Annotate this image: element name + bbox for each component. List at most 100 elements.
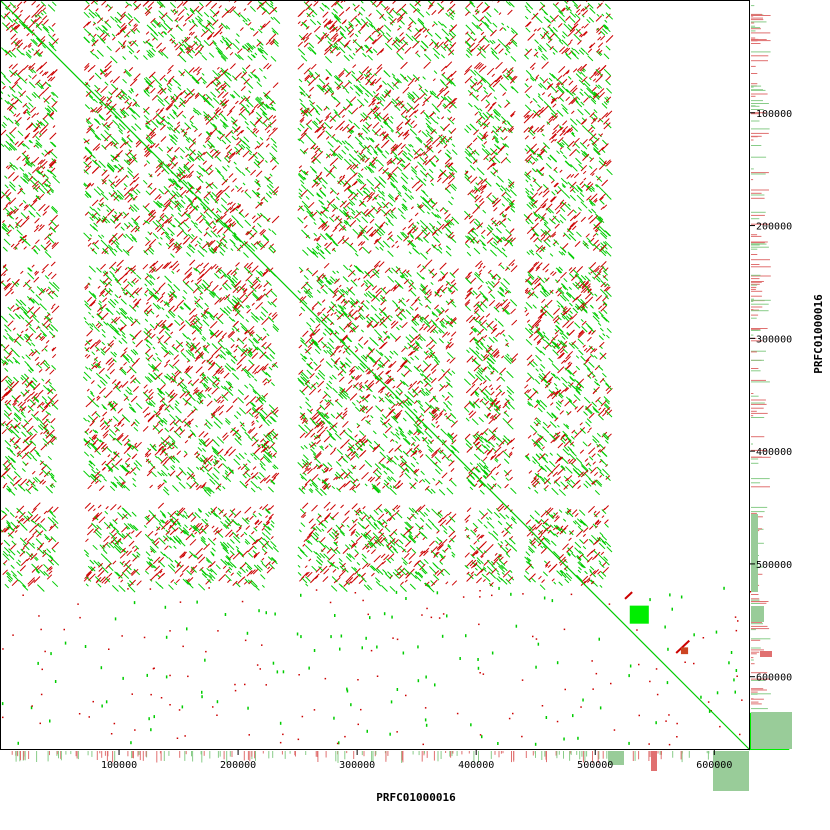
reverse-match: [41, 128, 48, 135]
forward-match: [435, 121, 439, 125]
reverse-match: [252, 128, 258, 134]
reverse-match: [13, 475, 17, 480]
reverse-match: [177, 8, 185, 17]
forward-match: [7, 455, 16, 463]
reverse-match: [218, 24, 223, 28]
reverse-match: [195, 66, 200, 71]
forward-match: [88, 8, 94, 15]
forward-match: [25, 26, 33, 34]
forward-match: [441, 28, 450, 37]
forward-match: [142, 205, 150, 213]
forward-match: [51, 141, 57, 147]
reverse-match: [117, 233, 124, 239]
reverse-match: [265, 288, 273, 296]
forward-match: [112, 194, 120, 202]
reverse-match: [123, 278, 128, 283]
forward-match: [316, 104, 323, 111]
forward-match: [338, 46, 346, 54]
reverse-match: [415, 50, 419, 54]
forward-match: [231, 135, 237, 141]
reverse-match: [246, 570, 253, 577]
forward-match: [121, 533, 126, 538]
forward-match: [173, 104, 177, 108]
forward-match: [111, 214, 119, 222]
forward-match: [251, 189, 258, 196]
forward-match: [191, 354, 196, 360]
forward-match: [33, 249, 39, 255]
reverse-match: [259, 351, 267, 359]
forward-match: [174, 183, 179, 188]
forward-match: [325, 26, 330, 30]
reverse-match: [23, 162, 27, 167]
forward-match: [168, 134, 174, 140]
forward-match: [243, 252, 249, 258]
forward-match: [1, 361, 5, 365]
forward-match: [220, 543, 229, 552]
forward-match: [220, 100, 226, 106]
reverse-match: [20, 558, 28, 566]
forward-match: [161, 117, 170, 125]
reverse-match: [17, 517, 24, 524]
reverse-match: [198, 431, 205, 438]
forward-match: [84, 104, 91, 110]
forward-match: [50, 476, 57, 483]
reverse-match: [249, 515, 254, 521]
forward-match: [136, 188, 141, 194]
forward-match: [245, 22, 248, 26]
reverse-match: [155, 224, 161, 230]
forward-match: [193, 406, 198, 411]
reverse-match: [132, 386, 139, 393]
forward-match: [248, 534, 257, 543]
forward-match: [343, 55, 350, 62]
reverse-match: [102, 218, 107, 223]
forward-match: [196, 109, 202, 116]
forward-match: [85, 340, 91, 345]
forward-match: [20, 77, 27, 84]
forward-match: [239, 480, 248, 489]
forward-match: [257, 47, 264, 54]
reverse-match: [157, 573, 165, 580]
reverse-match: [27, 22, 35, 29]
forward-match: [191, 49, 196, 54]
reverse-match: [45, 288, 49, 292]
reverse-match: [21, 451, 30, 460]
reverse-match: [211, 361, 216, 365]
forward-match: [233, 458, 241, 466]
reverse-match: [200, 31, 206, 38]
forward-match: [205, 221, 213, 229]
forward-match: [270, 439, 275, 444]
reverse-match: [99, 96, 107, 104]
forward-match: [101, 144, 107, 150]
forward-match: [246, 566, 252, 571]
forward-match: [227, 561, 234, 568]
reverse-match: [13, 340, 17, 343]
reverse-match: [386, 37, 393, 44]
forward-match: [172, 464, 176, 468]
reverse-match: [199, 151, 205, 158]
reverse-match: [44, 345, 48, 349]
reverse-match: [208, 466, 213, 472]
forward-match: [9, 164, 16, 171]
forward-match: [223, 523, 230, 530]
forward-match: [108, 91, 113, 96]
forward-match: [210, 507, 216, 513]
reverse-match: [210, 77, 218, 85]
forward-match: [241, 45, 246, 49]
forward-match: [267, 526, 272, 531]
reverse-match: [366, 123, 373, 130]
reverse-match: [91, 416, 99, 423]
reverse-match: [250, 569, 256, 575]
reverse-match: [40, 431, 43, 435]
reverse-match: [142, 425, 149, 432]
forward-match: [249, 130, 258, 138]
forward-match: [8, 402, 12, 406]
forward-match: [101, 328, 106, 334]
reverse-match: [209, 320, 218, 329]
forward-match: [216, 240, 223, 247]
forward-match: [87, 419, 90, 423]
reverse-match: [161, 218, 169, 226]
forward-match: [197, 394, 202, 399]
reverse-match: [260, 407, 264, 411]
forward-match: [351, 74, 357, 80]
reverse-match: [43, 429, 49, 435]
